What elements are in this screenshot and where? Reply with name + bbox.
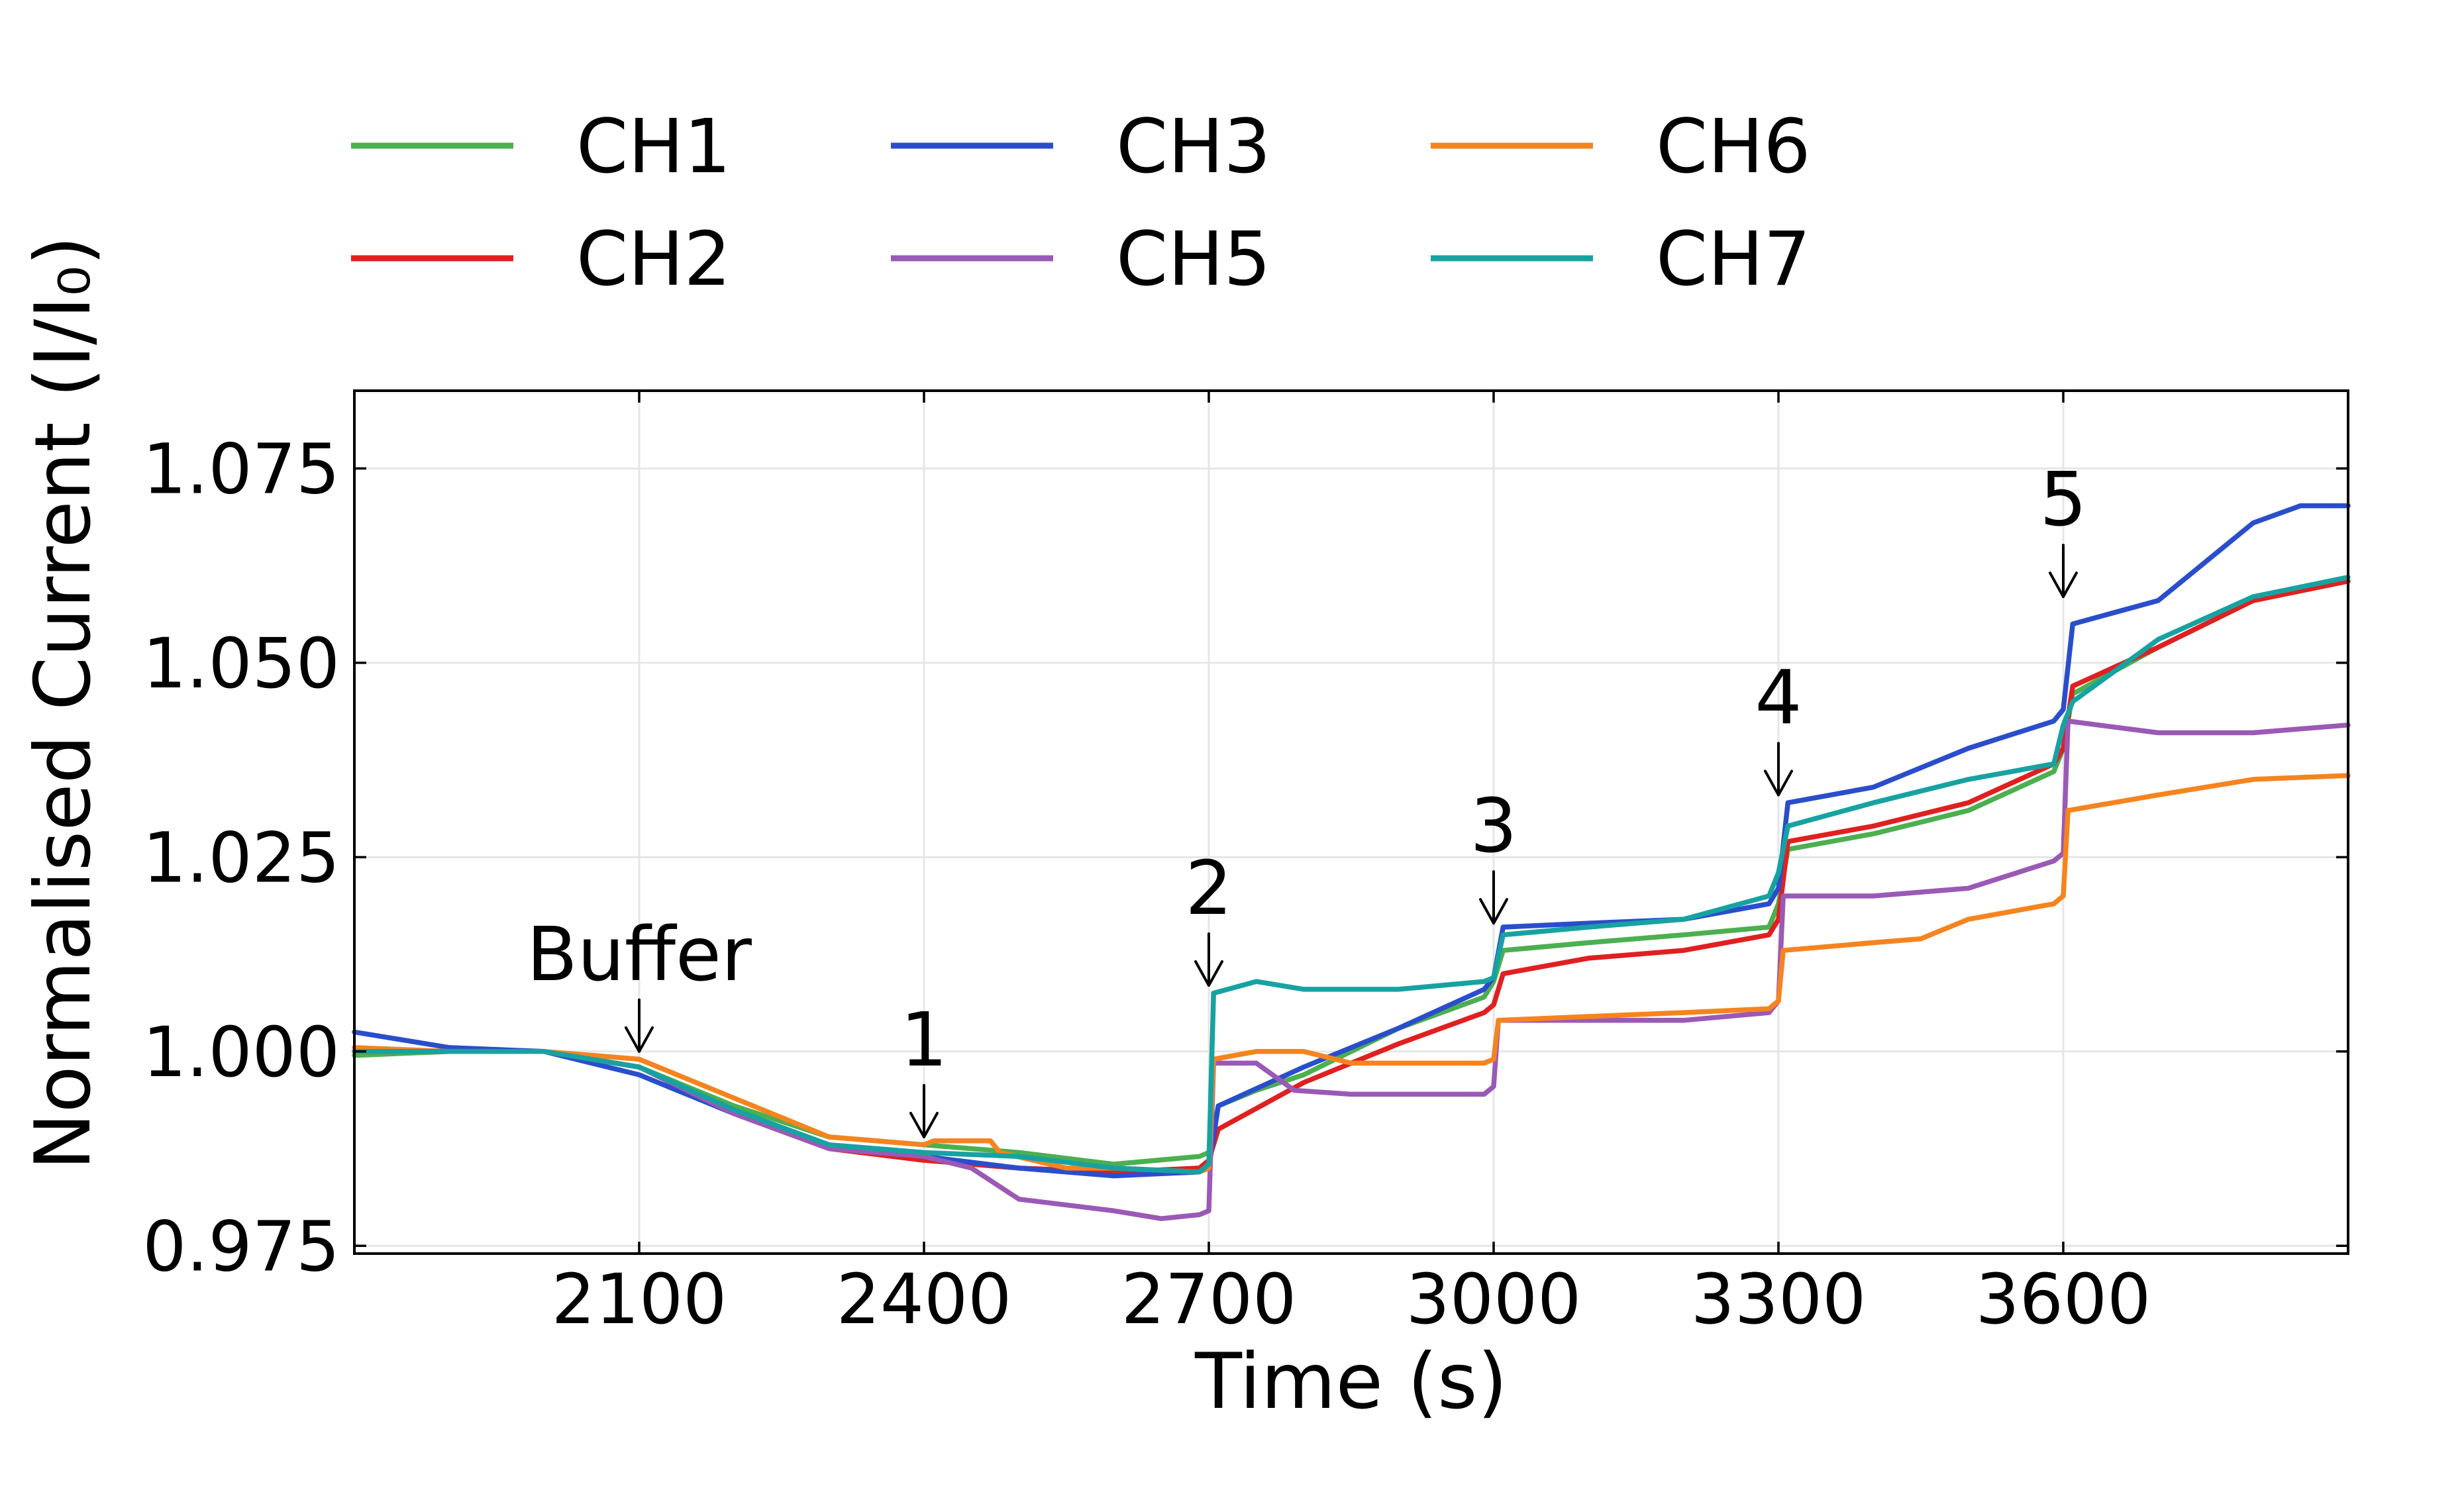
y-tick-label: 0.975 [142, 1206, 340, 1287]
annotation-1: 1 [900, 997, 948, 1138]
series-line-ch7 [352, 574, 2351, 1175]
x-tick-label: 2100 [552, 1259, 727, 1340]
series-layer [352, 503, 2351, 1221]
annotation-5: 5 [2039, 457, 2087, 599]
series-line-ch6 [352, 773, 2351, 1175]
x-axis-label: Time (s) [1194, 1337, 1508, 1426]
x-tick-label: 2700 [1121, 1259, 1297, 1340]
legend-label: CH1 [576, 104, 731, 190]
annotation-label: 1 [900, 997, 947, 1083]
series-line-ch2 [352, 578, 2351, 1175]
legend-item-ch1: CH1 [351, 104, 731, 190]
axis-ticks: 2100 2400 2700 3000 3300 3600 0.975 1.000 1.025 1… [142, 391, 2348, 1340]
annotation-2: 2 [1185, 846, 1233, 987]
legend: CH1 CH2 CH3 CH5 CH6 CH7 [351, 104, 1811, 303]
annotation-arrowhead [1479, 898, 1508, 925]
series-line-ch5 [352, 719, 2351, 1221]
y-axis-label: Normalised Current (I/I₀) [19, 236, 108, 1170]
x-tick-label: 3300 [1691, 1259, 1867, 1340]
y-tick-label: 1.075 [142, 428, 340, 509]
y-tick-label: 1.000 [142, 1012, 340, 1093]
legend-label: CH7 [1656, 217, 1811, 303]
legend-label: CH2 [576, 217, 731, 303]
legend-item-ch7: CH7 [1431, 217, 1811, 303]
annotation-label: 5 [2039, 457, 2086, 543]
legend-item-ch2: CH2 [351, 217, 731, 303]
annotation-3: 3 [1470, 783, 1517, 925]
annotation-label: 4 [1755, 655, 1802, 741]
annotation-arrowhead [2049, 571, 2078, 599]
annotation-label: 3 [1470, 783, 1517, 869]
legend-item-ch3: CH3 [891, 104, 1271, 190]
x-tick-label: 3000 [1406, 1259, 1582, 1340]
annotation-arrowhead [1764, 770, 1793, 797]
plot-frame [353, 389, 2349, 1255]
y-tick-label: 1.025 [142, 817, 340, 898]
legend-item-ch5: CH5 [891, 217, 1271, 303]
annotations: Buffer 1 2 3 4 5 [527, 457, 2087, 1138]
x-tick-label: 3600 [1976, 1259, 2151, 1340]
annotation-buffer: Buffer [527, 912, 752, 1053]
annotation-arrowhead [909, 1111, 939, 1138]
legend-item-ch6: CH6 [1431, 104, 1811, 190]
annotation-label: 2 [1185, 846, 1232, 932]
annotation-arrowhead [625, 1026, 654, 1053]
legend-label: CH6 [1656, 104, 1811, 190]
legend-label: CH5 [1116, 217, 1271, 303]
annotation-label: Buffer [527, 912, 752, 998]
y-tick-label: 1.050 [142, 623, 340, 704]
annotation-arrowhead [1194, 960, 1223, 987]
legend-label: CH3 [1116, 104, 1271, 190]
annotation-4: 4 [1755, 655, 1802, 797]
x-tick-label: 2400 [837, 1259, 1012, 1340]
